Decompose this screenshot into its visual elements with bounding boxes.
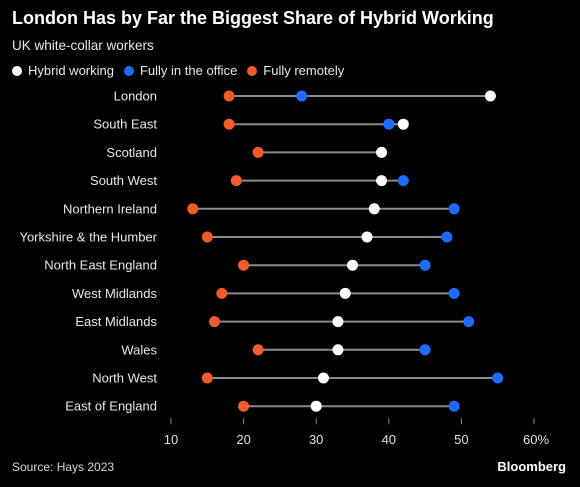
point-fully-in-office: [397, 175, 409, 187]
point-hybrid-working: [332, 316, 344, 328]
legend-item-hybrid: Hybrid working: [12, 63, 114, 78]
legend-label-remote: Fully remotely: [263, 63, 345, 78]
category-label: North West: [92, 371, 157, 386]
category-label: South East: [93, 117, 157, 132]
category-label: Yorkshire & the Humber: [19, 230, 157, 245]
legend-dot-remote: [247, 65, 258, 76]
bloomberg-logo: Bloomberg: [497, 459, 566, 474]
legend-item-office: Fully in the office: [123, 63, 238, 78]
point-fully-remotely: [216, 287, 228, 299]
point-fully-in-office: [383, 118, 395, 130]
point-fully-in-office: [419, 259, 431, 271]
point-hybrid-working: [397, 118, 409, 130]
x-tick-label: 50: [454, 432, 468, 447]
point-fully-in-office: [492, 372, 504, 384]
legend-dot-hybrid: [12, 65, 22, 76]
point-fully-in-office: [448, 203, 460, 215]
category-label: Northern Ireland: [63, 201, 157, 216]
point-fully-remotely: [238, 259, 250, 271]
point-hybrid-working: [310, 400, 322, 412]
source-note: Source: Hays 2023: [12, 460, 115, 474]
point-hybrid-working: [339, 287, 351, 299]
x-tick-label: 40: [382, 432, 396, 447]
point-hybrid-working: [361, 231, 373, 243]
legend-item-remote: Fully remotely: [247, 63, 344, 78]
x-tick-label: 10: [164, 432, 178, 447]
point-fully-remotely: [238, 400, 250, 412]
category-label: London: [114, 89, 157, 104]
x-tick-label: 60%: [523, 432, 549, 447]
point-fully-remotely: [230, 175, 242, 187]
legend: Hybrid working Fully in the office Fully…: [12, 63, 354, 78]
point-fully-remotely: [252, 146, 264, 158]
point-fully-in-office: [296, 90, 308, 102]
point-hybrid-working: [332, 344, 344, 356]
x-tick-label: 20: [236, 432, 250, 447]
point-fully-in-office: [448, 400, 460, 412]
legend-dot-office: [123, 65, 134, 76]
point-fully-remotely: [187, 203, 199, 215]
chart-title: London Has by Far the Biggest Share of H…: [12, 8, 494, 28]
category-label: Scotland: [106, 145, 157, 160]
category-label: Wales: [121, 342, 157, 357]
category-label: North East England: [44, 258, 157, 273]
category-label: South West: [90, 173, 157, 188]
point-fully-remotely: [223, 118, 235, 130]
point-fully-in-office: [419, 344, 431, 356]
point-fully-in-office: [441, 231, 453, 243]
point-fully-remotely: [209, 316, 221, 328]
point-hybrid-working: [376, 175, 388, 187]
point-fully-remotely: [252, 344, 264, 356]
point-hybrid-working: [317, 372, 329, 384]
category-label: East Midlands: [75, 314, 157, 329]
point-hybrid-working: [376, 146, 388, 158]
point-fully-in-office: [463, 316, 475, 328]
point-hybrid-working: [368, 203, 380, 215]
point-hybrid-working: [347, 259, 358, 271]
legend-label-office: Fully in the office: [139, 63, 238, 78]
category-label: West Midlands: [72, 286, 158, 301]
point-hybrid-working: [484, 90, 496, 102]
point-fully-in-office: [448, 287, 460, 299]
point-fully-remotely: [201, 372, 213, 384]
category-label: East of England: [65, 399, 157, 414]
point-fully-remotely: [223, 90, 235, 102]
x-tick-label: 30: [309, 432, 323, 447]
legend-label-hybrid: Hybrid working: [28, 63, 114, 78]
point-fully-remotely: [201, 231, 213, 243]
chart-subtitle: UK white-collar workers: [12, 38, 154, 53]
